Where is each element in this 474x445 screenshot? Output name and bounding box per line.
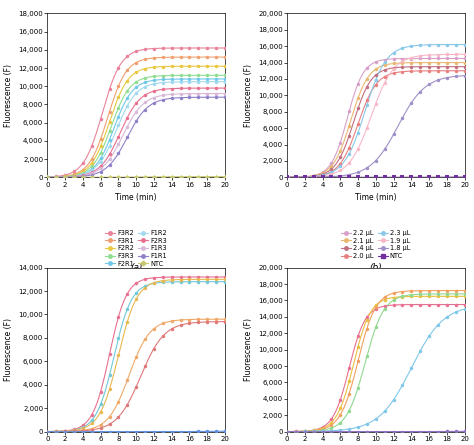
Text: (b): (b) — [369, 263, 382, 272]
Legend: 2.2 μL, 2.1 μL, 2.4 μL, 2.0 μL, 2.3 μL, 1.9 μL, 1.8 μL, NTC: 2.2 μL, 2.1 μL, 2.4 μL, 2.0 μL, 2.3 μL, … — [341, 230, 410, 259]
Y-axis label: Fluorescence (F): Fluorescence (F) — [244, 318, 253, 381]
Text: (a): (a) — [130, 263, 142, 272]
Y-axis label: Fluorescence (F): Fluorescence (F) — [4, 64, 13, 127]
Y-axis label: Fluorescence (F): Fluorescence (F) — [4, 318, 13, 381]
Y-axis label: Fluorescence (F): Fluorescence (F) — [244, 64, 253, 127]
Legend: F3R2, F3R1, F2R2, F3R3, F2R1, F1R2, F2R3, F1R3, F1R1, NTC: F3R2, F3R1, F2R2, F3R3, F2R1, F1R2, F2R3… — [105, 230, 167, 267]
X-axis label: Time (min): Time (min) — [115, 193, 157, 202]
X-axis label: Time (min): Time (min) — [355, 193, 397, 202]
